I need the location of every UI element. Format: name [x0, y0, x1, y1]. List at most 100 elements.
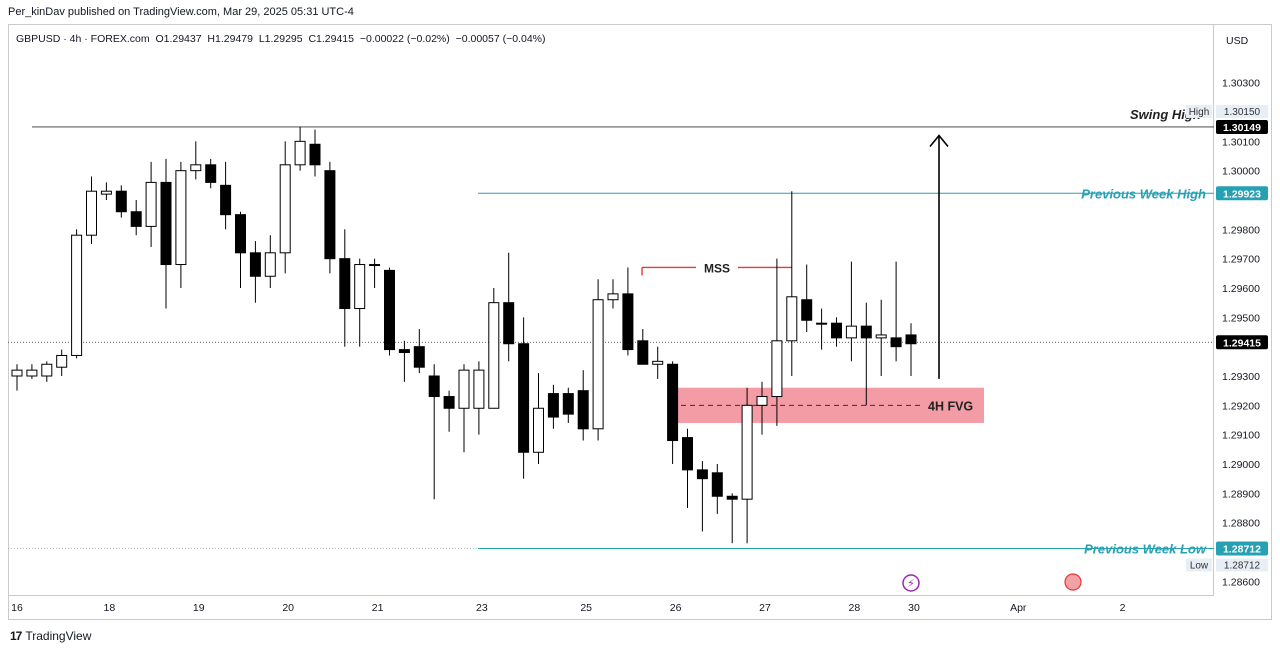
candle-body — [354, 264, 366, 310]
target-arrow-head — [929, 134, 949, 147]
candle-body — [264, 252, 276, 277]
high-marker-price-bg — [1216, 104, 1268, 118]
prev-week-low-price-bg — [1216, 541, 1268, 556]
y-tick-label: 1.28900 — [1222, 488, 1260, 500]
legend-open: O1.29437 — [155, 33, 202, 45]
candle-body — [786, 296, 798, 342]
axis-corner — [1214, 596, 1272, 620]
candle-body — [726, 495, 738, 500]
previous-week-high-label: Previous Week High — [1081, 186, 1206, 201]
legend-high: H1.29479 — [207, 33, 253, 45]
candle-body — [339, 258, 351, 310]
lightning-glyph-icon: ⚡ — [907, 578, 915, 590]
x-tick-label: 19 — [193, 602, 205, 614]
candle-body — [682, 437, 693, 471]
y-tick-label: 1.29700 — [1222, 254, 1260, 266]
candle-body — [309, 143, 321, 166]
candle-body — [652, 360, 664, 365]
price-axis[interactable] — [1214, 24, 1272, 596]
chart-pane[interactable] — [8, 24, 1214, 596]
prev-week-high-price: 1.29923 — [1223, 188, 1261, 200]
legend-change: −0.00022 (−0.02%) — [359, 33, 450, 45]
candle-body — [130, 211, 142, 227]
candle-body — [533, 407, 544, 453]
candle-body — [860, 325, 872, 339]
candle-body — [637, 340, 649, 365]
symbol-legend: GBPUSD · 4h · FOREX.com O1.29437 H1.2947… — [16, 33, 546, 45]
y-tick-label: 1.30000 — [1222, 166, 1260, 178]
candle-body — [518, 343, 530, 453]
y-tick-label: 1.29200 — [1222, 400, 1260, 412]
candle-body — [741, 404, 753, 500]
fvg-label: 4H FVG — [928, 399, 973, 413]
high-marker-label: High — [1189, 107, 1210, 118]
candle-body — [26, 369, 38, 377]
y-tick-label: 1.29600 — [1222, 283, 1260, 295]
y-tick-label: 1.29800 — [1222, 224, 1260, 236]
candle-body — [756, 396, 768, 406]
candle-body — [607, 293, 619, 301]
y-tick-label: 1.29300 — [1222, 371, 1260, 383]
legend-low: L1.29295 — [258, 33, 303, 45]
candle-body — [875, 334, 887, 339]
candle-body — [398, 349, 410, 354]
candle-body — [696, 469, 708, 480]
x-tick-label: 23 — [476, 602, 488, 614]
candle-body — [249, 252, 261, 277]
candle-body — [324, 170, 336, 260]
candle-body — [458, 369, 470, 409]
low-marker-price: 1.28712 — [1224, 560, 1261, 571]
low-marker-bg — [1186, 558, 1212, 572]
candle-body — [845, 325, 857, 339]
y-tick-label: 1.29100 — [1222, 430, 1260, 442]
legend-close: C1.29415 — [308, 33, 354, 45]
prev-week-high-price-bg — [1216, 186, 1268, 201]
x-tick-label: 16 — [11, 602, 23, 614]
candle-body — [294, 140, 306, 166]
y-tick-label: 1.29500 — [1222, 312, 1260, 324]
candle-body — [71, 234, 83, 356]
x-tick-label: 26 — [670, 602, 682, 614]
candle-body — [428, 375, 440, 398]
prev-week-low-price: 1.28712 — [1223, 543, 1261, 555]
x-tick-label: 21 — [372, 602, 384, 614]
candle-body — [11, 369, 23, 377]
candle-body — [562, 393, 574, 415]
candle-body — [205, 164, 217, 183]
candle-body — [115, 190, 127, 213]
candle-body — [369, 264, 381, 267]
x-tick-label: Apr — [1010, 602, 1027, 614]
candle-body — [41, 363, 53, 377]
high-marker-price: 1.30150 — [1224, 107, 1261, 118]
candle-body — [279, 164, 291, 254]
us-flag-event-icon — [1064, 573, 1082, 591]
candle-body — [175, 170, 187, 266]
candle-body — [384, 269, 395, 351]
low-marker-label: Low — [1190, 560, 1209, 571]
footer-brand-text: TradingView — [25, 629, 92, 643]
y-tick-label: 1.29000 — [1222, 459, 1260, 471]
x-tick-label: 25 — [580, 602, 592, 614]
candle-body — [160, 181, 172, 266]
candle-body — [771, 340, 783, 398]
y-tick-label: 1.30300 — [1222, 78, 1260, 90]
candle-body — [711, 472, 723, 497]
currency-unit[interactable]: USD — [1226, 35, 1249, 47]
candle-body — [503, 302, 515, 345]
candle-body — [592, 299, 604, 430]
time-axis[interactable] — [8, 596, 1214, 620]
x-tick-label: 2 — [1120, 602, 1126, 614]
lightning-event-icon — [902, 574, 920, 592]
mss-label: MSS — [704, 261, 730, 275]
swing-high-price-bg — [1216, 119, 1268, 134]
x-tick-label: 27 — [759, 602, 771, 614]
previous-week-low-label: Previous Week Low — [1084, 541, 1207, 556]
legend-symbol: GBPUSD · 4h · FOREX.com — [16, 33, 150, 45]
candle-body — [145, 181, 157, 227]
candle-body — [577, 390, 589, 430]
y-tick-label: 1.28600 — [1222, 576, 1260, 588]
footer-brand: 17 TradingView — [10, 629, 91, 643]
x-tick-label: 30 — [908, 602, 920, 614]
candle-body — [667, 363, 679, 442]
